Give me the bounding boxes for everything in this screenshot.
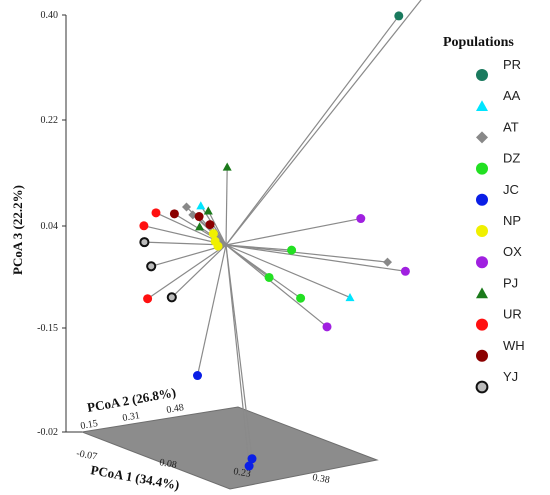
data-point-yj <box>139 237 150 248</box>
projection-line <box>225 244 351 299</box>
data-point-dz <box>296 293 306 303</box>
projection-line <box>225 244 406 272</box>
legend-marker-at <box>476 131 488 144</box>
projection-line <box>225 244 388 263</box>
projection-line <box>207 210 227 246</box>
projection-line <box>225 244 250 467</box>
projection-line <box>225 0 422 246</box>
projection-line <box>196 244 227 376</box>
data-point-wh <box>169 209 179 219</box>
legend: PR AA AT DZ JC NP OX PJ UR WH YJ <box>475 57 525 394</box>
legend-marker-ox <box>476 256 488 269</box>
legend-title: Populations <box>443 35 514 50</box>
data-point-ur <box>151 208 161 218</box>
data-point-aa <box>196 201 206 210</box>
projection-line <box>225 244 292 251</box>
data-point-jc <box>193 371 202 381</box>
data-point-pr <box>394 11 404 21</box>
data-point-np <box>208 229 218 239</box>
legend-marker-jc <box>476 193 488 206</box>
projection-line <box>151 244 227 267</box>
z-tick-label: -0.02 <box>37 427 58 438</box>
legend-marker-wh <box>476 349 488 362</box>
y-tick-label: 0.31 <box>122 410 141 424</box>
x-tick-label: 0.08 <box>158 457 177 471</box>
projection-line <box>225 15 400 246</box>
data-point-wh <box>194 212 204 222</box>
projection-line <box>225 244 328 328</box>
data-point-np <box>213 241 223 251</box>
z-tick-label: 0.04 <box>41 221 59 232</box>
x-tick-label: 0.38 <box>311 472 330 486</box>
data-point-yj <box>166 292 177 303</box>
z-tick-label: -0.15 <box>37 323 58 334</box>
data-point-dz <box>287 245 297 255</box>
data-point-ox <box>400 266 410 276</box>
data-point-jc <box>244 461 254 471</box>
data-point-at <box>383 257 392 267</box>
data-point-aa <box>345 292 355 302</box>
projection-line <box>225 244 253 459</box>
legend-label: AA <box>503 88 521 103</box>
projection-lines <box>143 0 422 467</box>
legend-label: NP <box>503 213 521 228</box>
z-axis-title: PCoA 3 (22.2%) <box>10 185 25 275</box>
legend-label: OX <box>503 244 522 259</box>
projection-line <box>147 244 227 300</box>
legend-label: YJ <box>503 369 518 384</box>
z-tick-label: 0.22 <box>41 115 59 126</box>
legend-marker-aa <box>476 100 488 111</box>
data-points <box>139 11 410 471</box>
legend-marker-dz <box>476 162 488 175</box>
data-point-wh <box>205 220 215 230</box>
projection-line <box>171 244 227 298</box>
floor-plane <box>80 406 379 490</box>
legend-label: PJ <box>503 275 518 290</box>
data-point-pj <box>195 222 205 231</box>
legend-label: PR <box>503 57 521 72</box>
data-point-jc <box>247 454 257 464</box>
projection-line <box>225 167 228 246</box>
legend-marker-ur <box>476 318 488 331</box>
x-tick-label: -0.07 <box>75 448 97 462</box>
legend-marker-pj <box>476 287 488 299</box>
data-point-ur <box>143 294 153 304</box>
data-point-ox <box>356 214 366 224</box>
z-tick-label: 0.40 <box>41 10 59 21</box>
legend-marker-yj <box>475 380 489 394</box>
y-tick-label: 0.48 <box>166 402 185 416</box>
data-point-at <box>182 202 191 212</box>
legend-marker-np <box>476 225 488 237</box>
data-point-dz <box>264 272 274 282</box>
data-point-pj <box>203 206 213 215</box>
legend-label: AT <box>503 119 519 134</box>
legend-marker-pr <box>476 69 488 81</box>
y-tick-label: 0.15 <box>80 418 99 432</box>
legend-label: DZ <box>503 151 520 166</box>
projection-line <box>225 217 361 246</box>
data-point-yj <box>146 261 157 272</box>
data-point-ox <box>322 322 332 332</box>
projection-line <box>225 244 301 299</box>
legend-label: WH <box>503 338 525 353</box>
data-point-ur <box>139 221 149 231</box>
data-point-pj <box>222 162 232 171</box>
legend-label: JC <box>503 182 519 197</box>
legend-label: UR <box>503 307 522 322</box>
